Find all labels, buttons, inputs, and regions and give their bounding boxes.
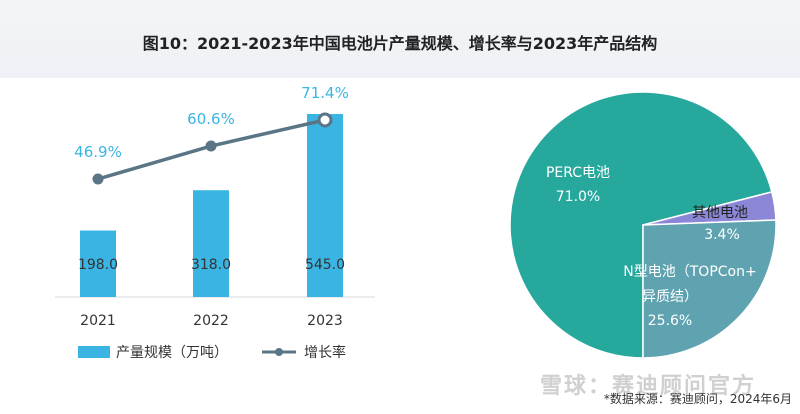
pie-slice-0 <box>509 91 773 359</box>
growth-point-2023 <box>317 112 333 128</box>
bar-value-label-2023: 545.0 <box>305 257 345 273</box>
growth-point-2021 <box>92 173 104 185</box>
legend-bar-swatch <box>78 346 110 358</box>
growth-label-2022: 60.6% <box>187 110 235 128</box>
growth-point-2022 <box>205 140 217 152</box>
watermark-text: 雪球：赛迪顾问官方 <box>540 374 757 399</box>
pie-label-perc-name: PERC电池 <box>546 165 610 181</box>
pie-label-other-value: 3.4% <box>704 227 740 243</box>
pie-label-perc-value: 71.0% <box>556 189 600 205</box>
bar-value-label-2021: 198.0 <box>78 257 118 273</box>
legend-line-label: 增长率 <box>304 344 346 361</box>
pie-label-n-name-line1: N型电池（TOPCon+ <box>623 264 756 280</box>
bar-value-label-2022: 318.0 <box>191 257 231 273</box>
pie-label-n-value: 25.6% <box>648 313 692 329</box>
pie-label-other-name: 其他电池 <box>692 205 748 221</box>
legend-line-marker <box>275 348 283 356</box>
x-tick-label-2021: 2021 <box>80 313 116 329</box>
pie-label-n-name-line2: 异质结） <box>642 289 698 305</box>
pie-slice-2 <box>642 219 777 359</box>
chart-title: 图10：2021-2023年中国电池片产量规模、增长率与2023年产品结构 <box>142 34 658 53</box>
x-tick-label-2022: 2022 <box>193 313 229 329</box>
title-bar <box>0 0 800 78</box>
bar-2023 <box>307 114 343 297</box>
x-tick-label-2023: 2023 <box>307 313 343 329</box>
bar-2021 <box>80 230 116 297</box>
bar-2022 <box>193 190 229 297</box>
growth-label-2023: 71.4% <box>301 84 349 102</box>
source-note: *数据来源：赛迪顾问，2024年6月 <box>603 392 792 406</box>
growth-label-2021: 46.9% <box>74 143 122 161</box>
legend-bar-label: 产量规模（万吨） <box>116 345 228 361</box>
